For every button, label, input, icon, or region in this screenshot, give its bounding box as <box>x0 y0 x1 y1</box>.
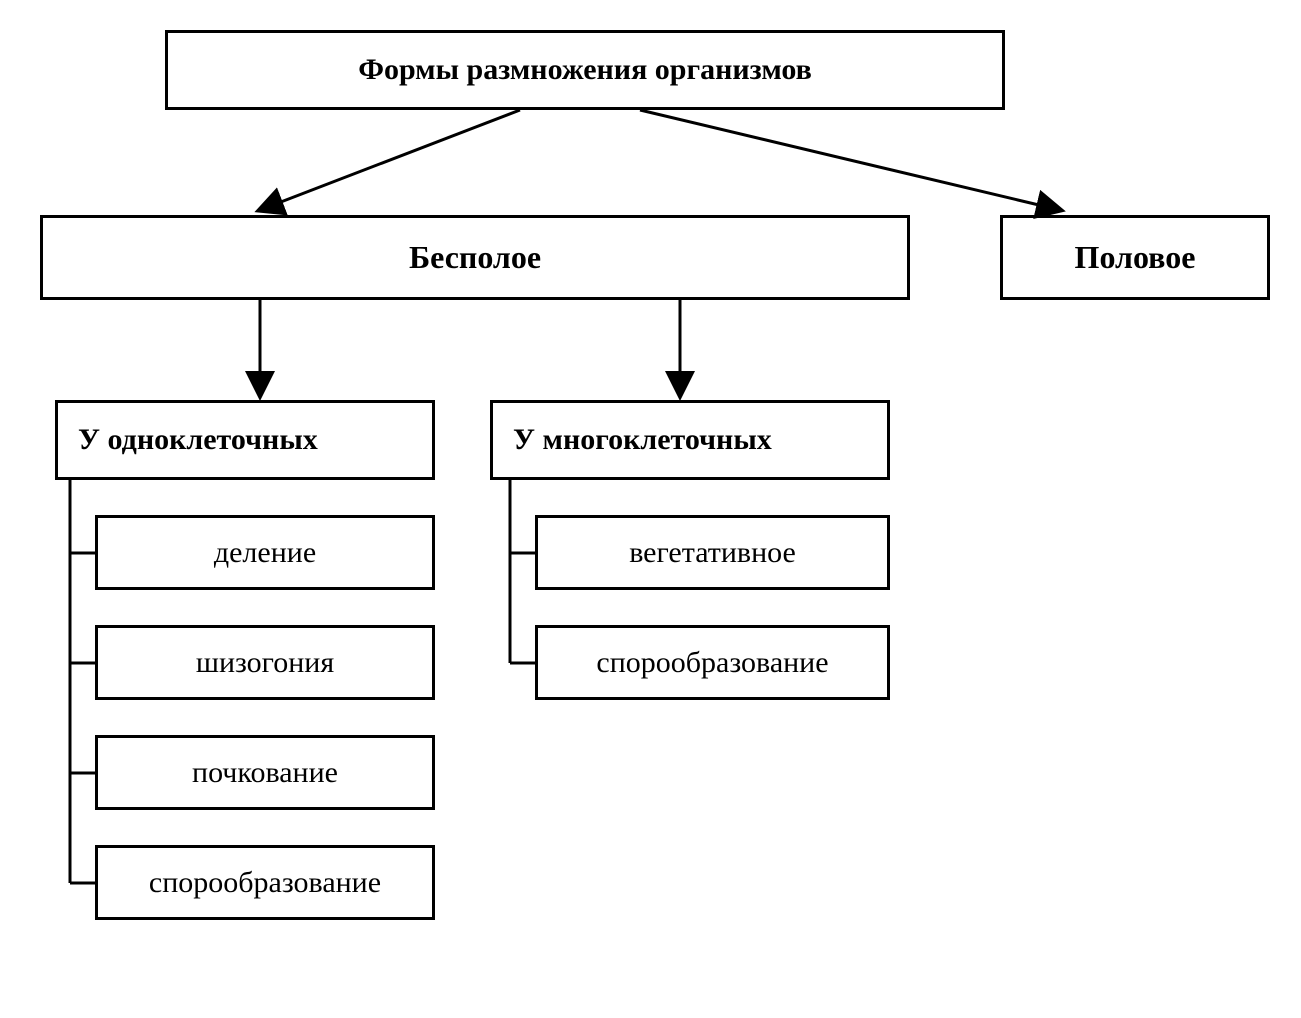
sexual-label: Половое <box>1075 239 1196 276</box>
uni-leaf-1-label: деление <box>214 536 316 570</box>
arrow-root-asexual <box>260 110 520 210</box>
multi-leaf-1: вегетативное <box>535 515 890 590</box>
root-node: Формы размножения организмов <box>165 30 1005 110</box>
asexual-label: Бесполое <box>409 239 541 276</box>
uni-leaf-4-label: спорообразование <box>149 866 381 900</box>
sexual-node: Половое <box>1000 215 1270 300</box>
uni-leaf-2: шизогония <box>95 625 435 700</box>
multi-leaf-1-label: вегетативное <box>629 536 796 570</box>
uni-leaf-4: спорообразование <box>95 845 435 920</box>
unicellular-node: У одноклеточных <box>55 400 435 480</box>
multicellular-node: У многоклеточных <box>490 400 890 480</box>
multicellular-label: У многоклеточных <box>513 423 772 457</box>
arrow-root-sexual <box>640 110 1060 210</box>
unicellular-label: У одноклеточных <box>78 423 318 457</box>
uni-leaf-3-label: почкование <box>192 756 338 790</box>
multi-leaf-2-label: спорообразование <box>596 646 828 680</box>
multi-leaf-2: спорообразование <box>535 625 890 700</box>
asexual-node: Бесполое <box>40 215 910 300</box>
uni-leaf-3: почкование <box>95 735 435 810</box>
root-label: Формы размножения организмов <box>358 53 812 87</box>
uni-leaf-2-label: шизогония <box>196 646 334 680</box>
uni-leaf-1: деление <box>95 515 435 590</box>
